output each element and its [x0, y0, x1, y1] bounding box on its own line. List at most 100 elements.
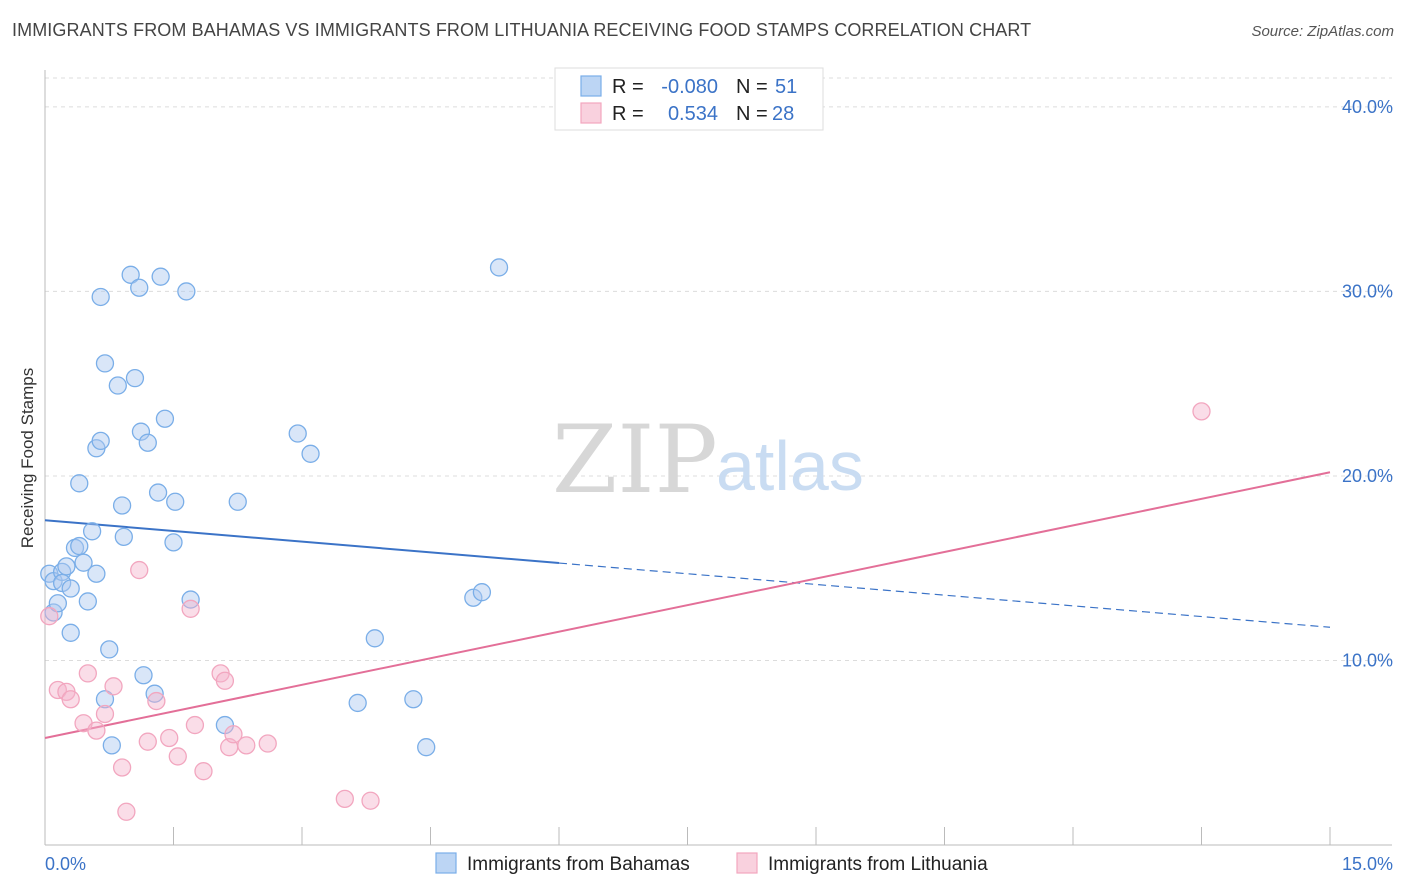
point-bahamas [102, 736, 121, 755]
point-bahamas [166, 492, 185, 511]
legend-r-value-1: -0.080 [661, 76, 718, 98]
point-bahamas [404, 690, 423, 709]
legend-n-label-1: N = [736, 76, 768, 98]
bottom-legend-lithuania: Immigrants from Lithuania [768, 854, 988, 875]
point-bahamas [112, 496, 132, 515]
x-tick-label-min: 0.0% [45, 854, 86, 874]
point-bahamas [181, 590, 200, 609]
point-bahamas [228, 492, 247, 511]
point-bahamas [151, 267, 170, 286]
watermark-atlas: atlas [716, 427, 864, 505]
point-lithuania [361, 791, 380, 810]
point-bahamas [82, 522, 102, 541]
point-lithuania [61, 690, 80, 709]
watermark-zip: ZIP [552, 406, 718, 515]
y-tick-labels: 10.0% 20.0% 30.0% 40.0% [1342, 97, 1393, 671]
trend-lines [44, 471, 1331, 739]
point-lithuania [40, 607, 59, 626]
point-lithuania [1192, 402, 1211, 421]
trend-line-lithuania [44, 471, 1331, 739]
point-bahamas [48, 594, 67, 613]
x-tick-label-max: 15.0% [1342, 854, 1393, 874]
point-lithuania [185, 715, 205, 735]
point-bahamas [95, 690, 115, 709]
point-bahamas [57, 557, 76, 576]
point-lithuania [117, 802, 136, 821]
trend-line-bahamas-solid [44, 519, 560, 565]
point-bahamas [95, 354, 115, 373]
point-bahamas [177, 282, 196, 301]
point-lithuania [78, 664, 97, 683]
point-lithuania [181, 599, 200, 618]
point-bahamas [114, 527, 133, 546]
legend-n-value-1: 51 [775, 76, 797, 98]
point-bahamas [70, 474, 89, 493]
legend-top: R = -0.080 N = 51 R = 0.534 N = 28 [554, 67, 824, 131]
point-bahamas [365, 629, 384, 648]
point-bahamas [472, 583, 492, 602]
y-tick-label: 40.0% [1342, 97, 1393, 117]
point-lithuania [194, 762, 213, 781]
point-lithuania [87, 721, 106, 740]
legend-n-label-2: N = [736, 103, 768, 125]
legend-r-label-2: R = [612, 103, 644, 125]
legend-r-value-2: 0.534 [668, 103, 718, 125]
point-bahamas [155, 409, 175, 428]
point-lithuania [215, 671, 235, 690]
legend-swatch-blue [580, 75, 602, 97]
point-bahamas [121, 265, 140, 284]
point-lithuania [130, 560, 149, 580]
y-tick-label: 10.0% [1342, 650, 1393, 670]
point-bahamas [145, 684, 164, 703]
point-bahamas [125, 369, 145, 388]
watermark: ZIP atlas [552, 406, 864, 515]
point-lithuania [104, 677, 123, 696]
point-bahamas [348, 693, 367, 713]
point-bahamas [288, 424, 307, 443]
point-lithuania [168, 747, 187, 766]
legend-swatch-pink [580, 102, 602, 124]
y-tick-label: 20.0% [1342, 466, 1393, 486]
point-bahamas [148, 483, 168, 502]
point-bahamas [78, 592, 97, 611]
point-lithuania [258, 734, 277, 753]
point-bahamas [91, 431, 110, 451]
point-lithuania [237, 736, 256, 755]
chart-title: IMMIGRANTS FROM BAHAMAS VS IMMIGRANTS FR… [12, 20, 1032, 40]
bottom-legend-swatch-bahamas [435, 852, 457, 874]
point-bahamas [130, 278, 149, 297]
point-bahamas [91, 287, 110, 307]
legend-n-value-2: 28 [772, 103, 794, 125]
point-bahamas [61, 623, 80, 642]
trend-line-bahamas-dashed [558, 562, 1331, 628]
bottom-legend-bahamas: Immigrants from Bahamas [467, 854, 690, 875]
point-bahamas [134, 666, 153, 685]
point-bahamas [74, 553, 93, 572]
legend-bottom: Immigrants from Bahamas Immigrants from … [435, 852, 988, 875]
point-lithuania [147, 691, 166, 711]
axes [44, 70, 1392, 846]
legend-r-label-1: R = [612, 76, 644, 98]
data-points [40, 258, 1211, 821]
source-label: Source: ZipAtlas.com [1251, 23, 1394, 40]
bottom-legend-swatch-lithuania [736, 852, 758, 874]
point-lithuania [160, 728, 179, 748]
point-bahamas [131, 422, 151, 441]
point-bahamas [138, 433, 157, 452]
point-bahamas [417, 738, 436, 757]
x-tick-labels: 0.0% 15.0% [45, 854, 1393, 874]
point-bahamas [61, 579, 80, 598]
point-bahamas [100, 640, 119, 659]
point-bahamas [70, 536, 89, 556]
point-bahamas [489, 258, 509, 277]
y-tick-label: 30.0% [1342, 281, 1393, 301]
point-lithuania [95, 704, 115, 724]
point-lithuania [224, 725, 243, 744]
point-lithuania [112, 758, 132, 777]
point-bahamas [301, 444, 320, 463]
point-bahamas [87, 564, 106, 583]
point-bahamas [164, 533, 183, 552]
point-lithuania [335, 789, 354, 809]
y-axis-title: Receiving Food Stamps [18, 368, 37, 548]
